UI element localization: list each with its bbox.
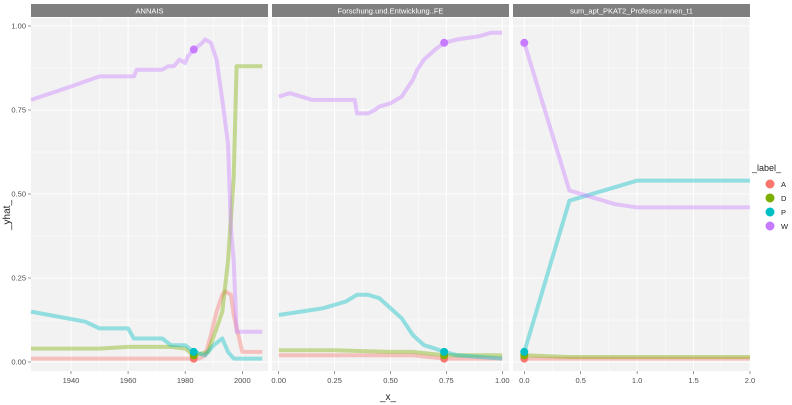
panel-strip <box>513 4 750 17</box>
series-line-P <box>522 178 750 353</box>
observation-points <box>189 45 198 363</box>
observation-points <box>440 38 449 363</box>
legend-item-A: A <box>765 179 786 189</box>
x-tick-label: 1940 <box>63 376 80 385</box>
y-tick-label: 0.50 <box>11 190 26 199</box>
x-tick-label: 2000 <box>234 376 251 385</box>
legend-title: _label_ <box>751 163 782 173</box>
series-line-P <box>278 292 503 361</box>
series-line-P <box>30 309 263 361</box>
legend-label: A <box>781 180 786 189</box>
x-tick-label: 1.00 <box>495 376 510 385</box>
legend-label: W <box>781 222 789 231</box>
panel-title: sum_apt_PKAT2_Professor.innen_t1 <box>570 7 693 16</box>
x-tick-label: 1.0 <box>632 376 642 385</box>
legend-label: P <box>781 208 786 217</box>
x-axis-panel-3: 0.0 0.5 1.0 1.5 2.0 <box>519 371 755 385</box>
series-line-D <box>524 353 750 359</box>
panel-3: sum_apt_PKAT2_Professor.innen_t1 0.0 0.5 1.… <box>513 4 755 385</box>
x-tick-label: 0.00 <box>271 376 286 385</box>
x-axis-panel-1: 1940 1960 1980 2000 <box>63 371 251 385</box>
observation-point-W <box>520 38 529 47</box>
panel-1: ANNAIS 1940 1960 1980 2000 <box>30 4 268 385</box>
legend-item-W: W <box>765 221 789 231</box>
series-line-W <box>522 42 750 210</box>
observation-point-P <box>440 347 449 356</box>
series-line-A <box>31 289 263 361</box>
x-axis-panel-2: 0.00 0.25 0.50 0.75 1.00 <box>271 371 510 385</box>
observation-point-P <box>520 347 529 356</box>
panel-title: Forschung.und.Entwicklung..FE <box>338 7 444 16</box>
series-line-A <box>278 353 503 361</box>
panel-strip <box>272 4 509 17</box>
y-tick-label: 0.25 <box>11 274 26 283</box>
series-lines <box>278 30 503 361</box>
observation-point-W <box>189 45 198 54</box>
legend-item-P: P <box>765 207 786 217</box>
series-line-W <box>278 30 503 116</box>
series-line-D <box>278 348 503 358</box>
legend-item-D: D <box>765 193 787 203</box>
observation-points <box>520 38 529 363</box>
y-tick-label: 1.00 <box>11 22 26 31</box>
panel-title: ANNAIS <box>136 7 164 16</box>
gridlines <box>513 18 751 371</box>
legend-key-W <box>765 221 775 231</box>
panels: ANNAIS 1940 1960 1980 2000 Forschung.und.Entw… <box>30 4 755 385</box>
x-tick-label: 1.5 <box>688 376 698 385</box>
y-tick-label: 0.75 <box>11 106 26 115</box>
legend-key-A <box>765 179 775 189</box>
panel-strip <box>31 4 268 17</box>
x-tick-label: 0.25 <box>327 376 342 385</box>
y-axis: 0.00 0.25 0.50 0.75 1.00 <box>11 22 31 367</box>
series-lines <box>522 42 750 361</box>
observation-point-W <box>440 38 449 47</box>
gridlines <box>31 18 268 371</box>
x-tick-label: 1960 <box>120 376 137 385</box>
y-tick-label: 0.00 <box>11 358 26 367</box>
legend-key-D <box>765 193 775 203</box>
x-tick-label: 0.50 <box>383 376 398 385</box>
x-tick-label: 2.0 <box>745 376 755 385</box>
series-line-D <box>31 64 263 358</box>
legend-label: D <box>781 194 787 203</box>
y-axis-title: _yhat_ <box>2 200 13 231</box>
panel-2: Forschung.und.Entwicklung..FE 0.00 0.25 0.5… <box>271 4 510 385</box>
legend-key-P <box>765 207 775 217</box>
x-tick-label: 1980 <box>177 376 194 385</box>
x-tick-label: 0.75 <box>439 376 454 385</box>
x-tick-label: 0.5 <box>575 376 585 385</box>
x-axis-title: _x_ <box>379 392 397 403</box>
gridlines <box>272 18 509 371</box>
observation-point-P <box>189 347 198 356</box>
x-tick-label: 0.0 <box>519 376 529 385</box>
